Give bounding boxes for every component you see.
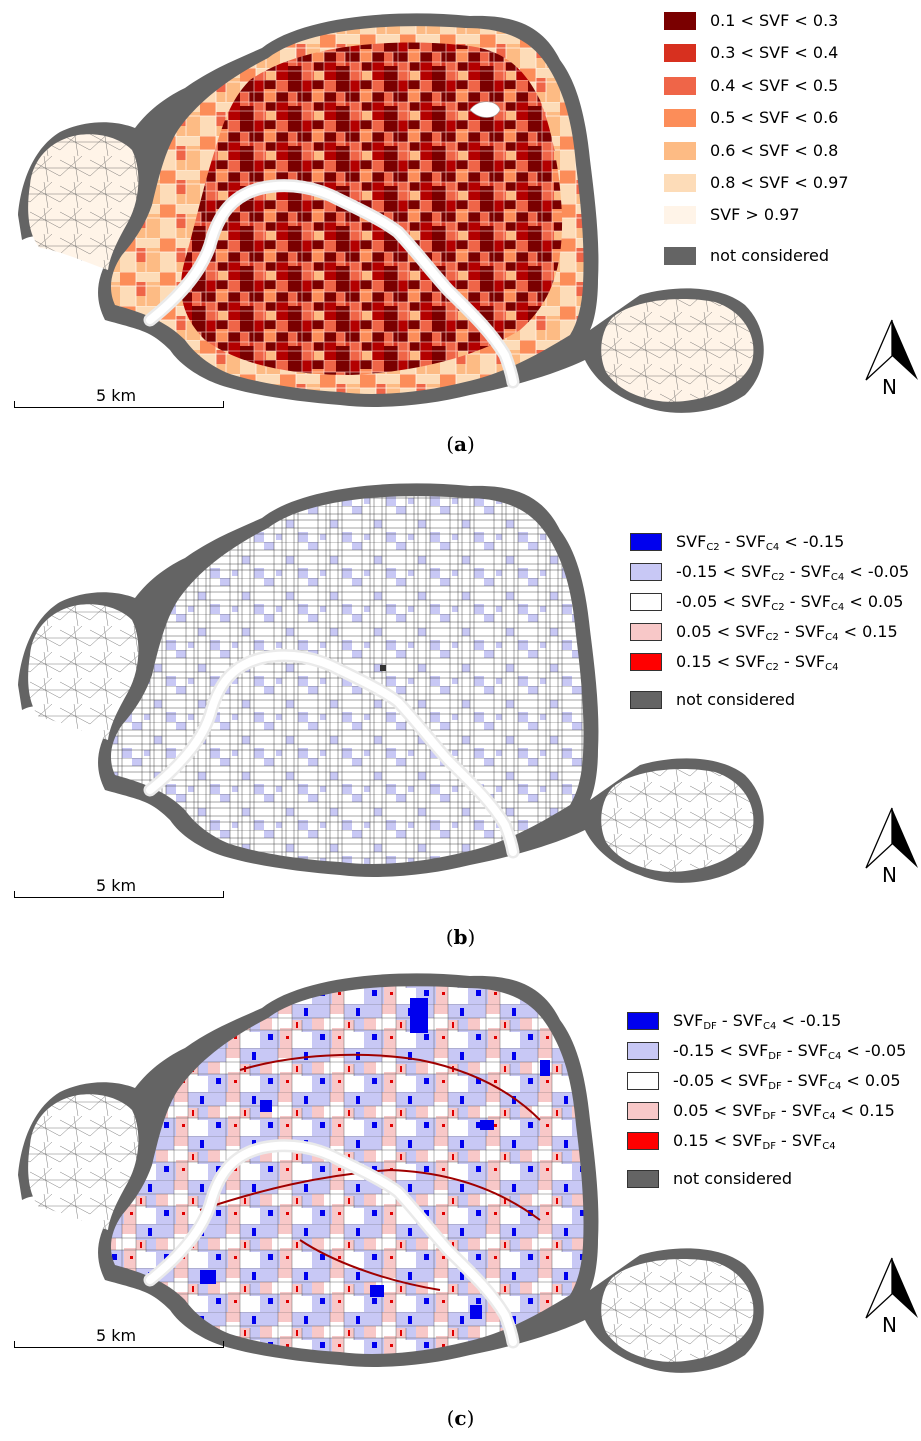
north-arrow-icon	[865, 1257, 918, 1319]
legend-label: not considered	[676, 690, 796, 709]
legend-swatch	[664, 174, 696, 192]
legend-swatch	[664, 76, 696, 95]
legend-swatch	[630, 653, 662, 671]
legend-label: SVFC2 - SVFC4 < -0.15	[676, 532, 845, 553]
scale-bar	[14, 397, 224, 408]
scale-bar	[14, 887, 224, 898]
legend-swatch	[627, 1170, 659, 1188]
legend-swatch	[664, 206, 696, 225]
svf-diff-map-c	[18, 973, 764, 1373]
legend-label: not considered	[673, 1169, 793, 1188]
legend-label: -0.15 < SVFC2 - SVFC4 < -0.05	[676, 562, 910, 583]
svf-map-a	[18, 13, 764, 413]
legend-label: 0.3 < SVF < 0.4	[710, 43, 839, 63]
legend-swatch	[630, 533, 662, 551]
scale-bar	[14, 1337, 224, 1348]
legend-swatch	[664, 246, 696, 265]
legend-swatch	[664, 109, 696, 128]
legend-swatch	[627, 1102, 659, 1120]
north-label: N	[882, 1313, 897, 1337]
panel-a: 0.1 < SVF < 0.3 0.3 < SVF < 0.4 0.4 < SVF …	[0, 0, 921, 470]
legend-swatch	[627, 1132, 659, 1150]
legend-label: SVF > 0.97	[710, 205, 800, 225]
legend-swatch	[630, 593, 662, 611]
legend-label: 0.4 < SVF < 0.5	[710, 75, 839, 95]
panel-b: SVFC2 - SVFC4 < -0.15 -0.15 < SVFC2 - SVF…	[0, 470, 921, 960]
legend-swatch	[627, 1042, 659, 1060]
legend-label: 0.05 < SVFC2 - SVFC4 < 0.15	[676, 622, 898, 643]
scale-label: 5 km	[96, 1326, 137, 1345]
legend-label: -0.05 < SVFDF - SVFC4 < 0.05	[673, 1071, 901, 1092]
legend-swatch	[664, 44, 696, 63]
north-label: N	[882, 863, 897, 887]
caption-b: (b)	[445, 925, 476, 949]
legend-label: 0.6 < SVF < 0.8	[710, 140, 839, 160]
legend-label: 0.1 < SVF < 0.3	[710, 11, 839, 30]
scale-label: 5 km	[96, 876, 137, 895]
caption-a: (a)	[446, 432, 475, 456]
legend-label: 0.5 < SVF < 0.6	[710, 108, 839, 128]
scale-label: 5 km	[96, 386, 137, 405]
svf-diff-map-b	[18, 483, 764, 883]
legend-swatch	[664, 12, 696, 30]
legend-swatch	[627, 1072, 659, 1090]
legend-label: 0.8 < SVF < 0.97	[710, 173, 849, 192]
legend-swatch	[664, 141, 696, 160]
legend-label: SVFDF - SVFC4 < -0.15	[673, 1011, 842, 1032]
caption-c: (c)	[446, 1406, 475, 1430]
legend-label: not considered	[710, 245, 830, 265]
north-label: N	[882, 375, 897, 399]
legend-swatch	[627, 1012, 659, 1030]
north-arrow-icon	[865, 807, 918, 869]
legend-swatch	[630, 623, 662, 641]
legend-label: 0.15 < SVFC2 - SVFC4	[676, 652, 839, 673]
legend-label: 0.15 < SVFDF - SVFC4	[673, 1131, 836, 1152]
north-arrow-icon	[865, 319, 918, 381]
legend-swatch	[630, 563, 662, 581]
legend-swatch	[630, 691, 662, 709]
panel-c: SVFDF - SVFC4 < -0.15 -0.15 < SVFDF - SVF…	[0, 960, 921, 1441]
legend-label: -0.15 < SVFDF - SVFC4 < -0.05	[673, 1041, 907, 1062]
legend-label: -0.05 < SVFC2 - SVFC4 < 0.05	[676, 592, 904, 613]
legend-label: 0.05 < SVFDF - SVFC4 < 0.15	[673, 1101, 895, 1122]
